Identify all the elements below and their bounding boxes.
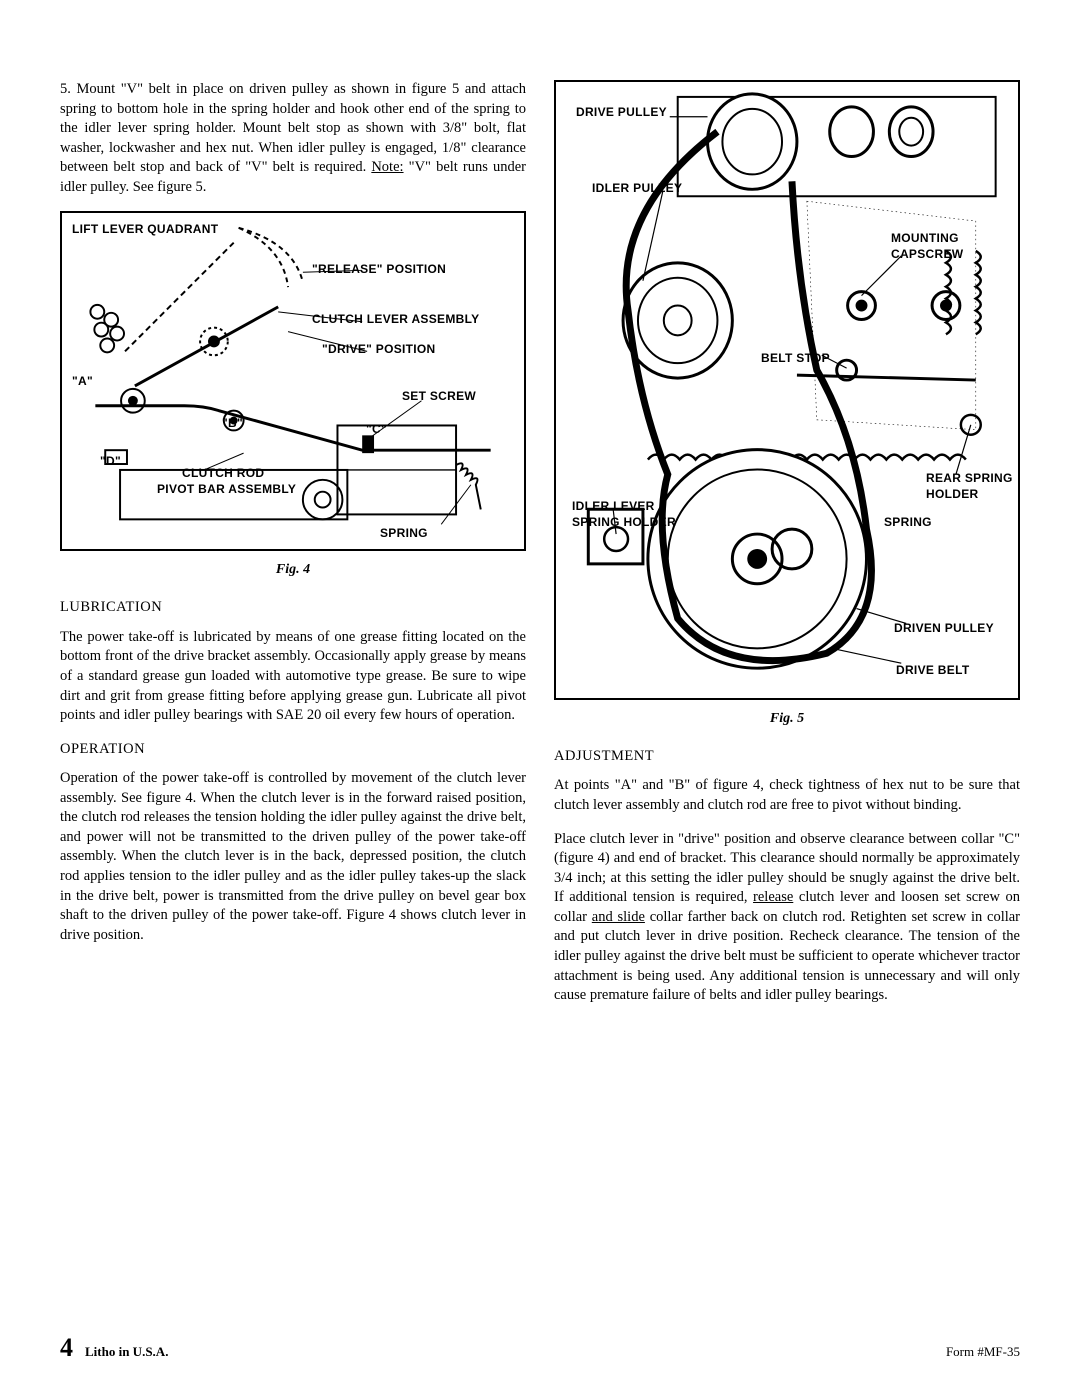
fig4-A-label: "A" <box>72 373 93 389</box>
step-5-para: 5. Mount "V" belt in place on driven pul… <box>60 80 526 197</box>
lubrication-para: The power take-off is lubricated by mean… <box>60 628 526 726</box>
fig5-belt-stop-label: BELT STOP <box>761 350 830 366</box>
fig4-D-label: "D" <box>100 453 121 469</box>
fig5-idler-lever-label: IDLER LEVER <box>572 498 655 514</box>
page-number: 4 <box>60 1333 73 1363</box>
fig5-caption: Fig. 5 <box>554 710 1020 729</box>
adj-release: release <box>753 889 793 905</box>
fig4-spring-label: SPRING <box>380 525 428 541</box>
fig5-mounting-label: MOUNTING <box>891 230 959 246</box>
operation-heading: OPERATION <box>60 740 526 760</box>
fig4-release-label: "RELEASE" POSITION <box>312 261 446 277</box>
fig4-set-screw-label: SET SCREW <box>402 388 476 404</box>
fig4-pivot-bar-label: PIVOT BAR ASSEMBLY <box>157 481 296 497</box>
fig4-B-label: "B" <box>222 415 243 431</box>
page-footer: 4 Litho in U.S.A. Form #MF-35 <box>60 1333 1020 1363</box>
fig4-clutch-rod-label: CLUTCH ROD <box>182 465 264 481</box>
fig4-C-label: "C" <box>366 421 387 437</box>
fig4-caption: Fig. 4 <box>60 561 526 580</box>
lubrication-heading: LUBRICATION <box>60 598 526 618</box>
adjustment-heading: ADJUSTMENT <box>554 747 1020 767</box>
figure-5-svg <box>556 82 1018 698</box>
fig5-holder-label: HOLDER <box>926 486 978 502</box>
adjustment-para2: Place clutch lever in "drive" position a… <box>554 830 1020 1006</box>
form-number: Form #MF-35 <box>946 1344 1020 1360</box>
figure-4: LIFT LEVER QUADRANT "RELEASE" POSITION C… <box>60 211 526 551</box>
figure-4-svg <box>62 213 524 549</box>
fig5-driven-pulley-label: DRIVEN PULLEY <box>894 620 994 636</box>
fig5-spring-holder-label: SPRING HOLDER <box>572 514 676 530</box>
fig4-clutch-lever-label: CLUTCH LEVER ASSEMBLY <box>312 311 479 327</box>
fig4-lift-lever-label: LIFT LEVER QUADRANT <box>72 221 218 237</box>
fig5-capscrew-label: CAPSCREW <box>891 246 963 262</box>
fig4-drive-label: "DRIVE" POSITION <box>322 341 436 357</box>
fig5-spring-label: SPRING <box>884 514 932 530</box>
adjustment-para1: At points "A" and "B" of figure 4, check… <box>554 776 1020 815</box>
step5-note-label: Note: <box>371 159 403 175</box>
figure-5: DRIVE PULLEY IDLER PULLEY MOUNTING CAPSC… <box>554 80 1020 700</box>
fig5-rear-spring-label: REAR SPRING <box>926 470 1013 486</box>
fig5-drive-belt-label: DRIVE BELT <box>896 662 969 678</box>
operation-para: Operation of the power take-off is contr… <box>60 769 526 945</box>
fig5-idler-pulley-label: IDLER PULLEY <box>592 180 682 196</box>
fig5-drive-pulley-label: DRIVE PULLEY <box>576 104 667 120</box>
litho-text: Litho in U.S.A. <box>85 1344 168 1360</box>
right-column: DRIVE PULLEY IDLER PULLEY MOUNTING CAPSC… <box>554 80 1020 1020</box>
left-column: 5. Mount "V" belt in place on driven pul… <box>60 80 526 1020</box>
adj-slide: and slide <box>592 909 645 925</box>
